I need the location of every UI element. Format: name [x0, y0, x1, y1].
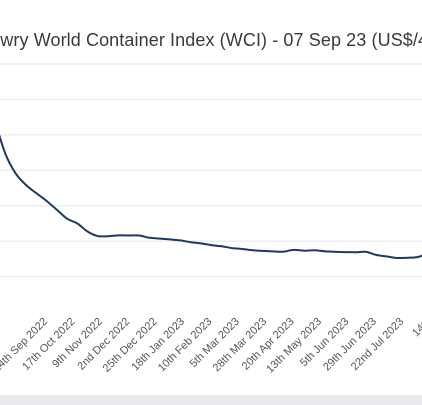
data-point	[209, 243, 213, 247]
data-point	[24, 183, 28, 187]
data-point	[189, 240, 193, 244]
x-tick-label: 14th	[410, 316, 422, 340]
data-point	[137, 234, 141, 238]
data-point	[384, 254, 388, 258]
data-point	[395, 256, 399, 260]
data-point	[354, 250, 358, 254]
data-point	[415, 255, 419, 259]
data-point	[127, 234, 131, 238]
data-point	[106, 234, 110, 238]
data-point	[158, 237, 162, 241]
data-point	[374, 253, 378, 257]
data-point	[65, 217, 69, 221]
data-point	[45, 199, 49, 203]
data-point	[333, 250, 337, 254]
chart-title: Drewry World Container Index (WCI) - 07 …	[0, 30, 422, 50]
data-point	[343, 250, 347, 254]
data-point	[168, 237, 172, 241]
data-point	[302, 249, 306, 253]
data-point	[323, 249, 327, 253]
series-line-wci	[0, 134, 422, 260]
data-point	[178, 238, 182, 242]
data-point	[364, 250, 368, 254]
data-point	[292, 248, 296, 252]
series-layer	[0, 134, 422, 260]
data-point	[117, 233, 121, 237]
data-point	[14, 171, 18, 175]
data-point	[34, 191, 38, 195]
data-point	[251, 248, 255, 252]
data-point	[148, 236, 152, 240]
data-point	[271, 249, 275, 253]
data-point	[199, 241, 203, 245]
data-point	[96, 234, 100, 238]
gridlines	[0, 63, 422, 278]
data-point	[281, 250, 285, 254]
data-point	[261, 249, 265, 253]
chart-frame: Drewry World Container Index (WCI) - 07 …	[0, 0, 422, 395]
data-point	[55, 208, 59, 212]
data-point	[75, 222, 79, 226]
data-point	[3, 152, 7, 156]
data-point	[405, 256, 409, 260]
data-point	[220, 244, 224, 248]
data-point	[230, 246, 234, 250]
data-point	[240, 247, 244, 251]
data-point	[86, 230, 90, 234]
data-point	[312, 248, 316, 252]
